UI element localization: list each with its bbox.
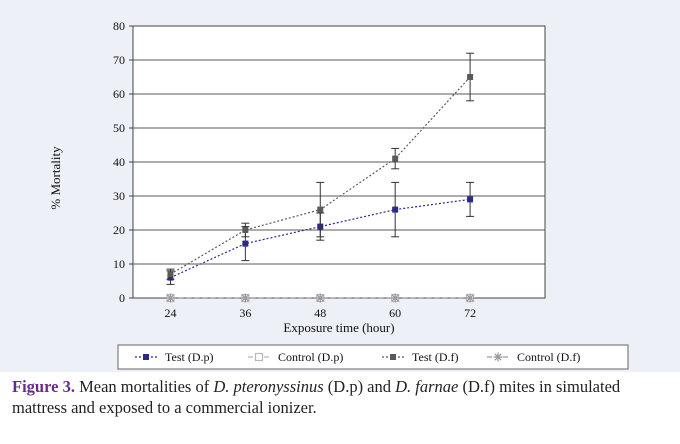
- data-point: [167, 271, 174, 278]
- legend-label: Control (D.p): [278, 350, 343, 364]
- series-3: [166, 52, 475, 280]
- x-tick-label: 24: [164, 306, 176, 320]
- caption-text-3: (D.f) mites in simulated mattress and ex…: [12, 377, 621, 417]
- legend-label: Test (D.f): [412, 350, 458, 364]
- marker-stroke: [241, 294, 250, 302]
- y-tick-label: 30: [113, 189, 125, 203]
- data-point: [467, 196, 474, 203]
- figure-caption: Figure 3. Mean mortalities of D. pterony…: [12, 376, 672, 418]
- data-point: [165, 293, 175, 303]
- marker-stroke: [391, 294, 399, 302]
- y-tick-label: 40: [113, 155, 125, 169]
- legend-label: Control (D.f): [517, 350, 580, 364]
- x-axis-title: Exposure time (hour): [283, 320, 394, 335]
- y-tick-label: 70: [113, 53, 125, 67]
- legend-marker: [143, 354, 149, 360]
- caption-species-2: D. farnae: [395, 377, 459, 396]
- caption-text-2: (D.p) and: [323, 377, 396, 396]
- data-point: [315, 293, 325, 303]
- y-tick-labels: 0 10 20 30 40 50 60 70 80: [113, 19, 125, 305]
- legend-box: [117, 344, 629, 370]
- y-tick-label: 60: [113, 87, 125, 101]
- caption-species-1: D. pteronyssinus: [213, 377, 324, 396]
- legend-entry-2: Control (D.p): [248, 350, 343, 364]
- data-point: [467, 74, 474, 80]
- legend-entry-4: Control (D.f): [487, 350, 580, 364]
- mortality-chart: 0 10 20 30 40 50 60 70 80 24 36 48 60 72 Exposure ti…: [48, 19, 629, 370]
- legend-marker: [493, 352, 503, 362]
- data-point: [240, 293, 250, 303]
- legend-marker: [390, 354, 396, 360]
- data-point: [242, 240, 249, 247]
- y-tick-label: 0: [119, 291, 125, 305]
- chart-panel: 0 10 20 30 40 50 60 70 80 24 36 48 60 72 Exposure ti…: [0, 0, 680, 372]
- marker-stroke: [494, 353, 502, 361]
- series-4: [165, 293, 475, 303]
- x-tick-label: 48: [314, 306, 326, 320]
- x-tick-label: 36: [239, 306, 251, 320]
- marker-stroke: [166, 294, 175, 302]
- marker-stroke: [466, 294, 474, 302]
- legend-entry-3: Test (D.f): [382, 350, 458, 364]
- x-tick-label: 72: [464, 306, 476, 320]
- data-point: [390, 293, 400, 303]
- data-point: [392, 206, 399, 213]
- legend-marker: [254, 352, 264, 362]
- y-tick-label: 20: [113, 223, 125, 237]
- y-axis-title: % Mortality: [48, 146, 63, 210]
- figure-label: Figure 3.: [12, 377, 75, 396]
- legend: Test (D.p) Control (D.p) Test (D.f) Control…: [135, 350, 580, 364]
- data-point: [242, 227, 249, 233]
- x-tick-labels: 24 36 48 60 72: [164, 306, 476, 320]
- data-point: [317, 206, 324, 213]
- legend-label: Test (D.p): [165, 350, 213, 364]
- legend-entry-1: Test (D.p): [135, 350, 213, 364]
- y-tick-label: 10: [113, 257, 125, 271]
- y-tick-label: 80: [113, 19, 125, 33]
- x-tick-label: 60: [389, 306, 401, 320]
- data-point: [465, 293, 475, 303]
- series-layer: [165, 52, 475, 303]
- caption-text-1: Mean mortalities of: [74, 377, 214, 396]
- data-point: [392, 155, 399, 162]
- marker-stroke: [316, 294, 324, 302]
- y-tick-label: 50: [113, 121, 125, 135]
- series-line: [170, 198, 471, 279]
